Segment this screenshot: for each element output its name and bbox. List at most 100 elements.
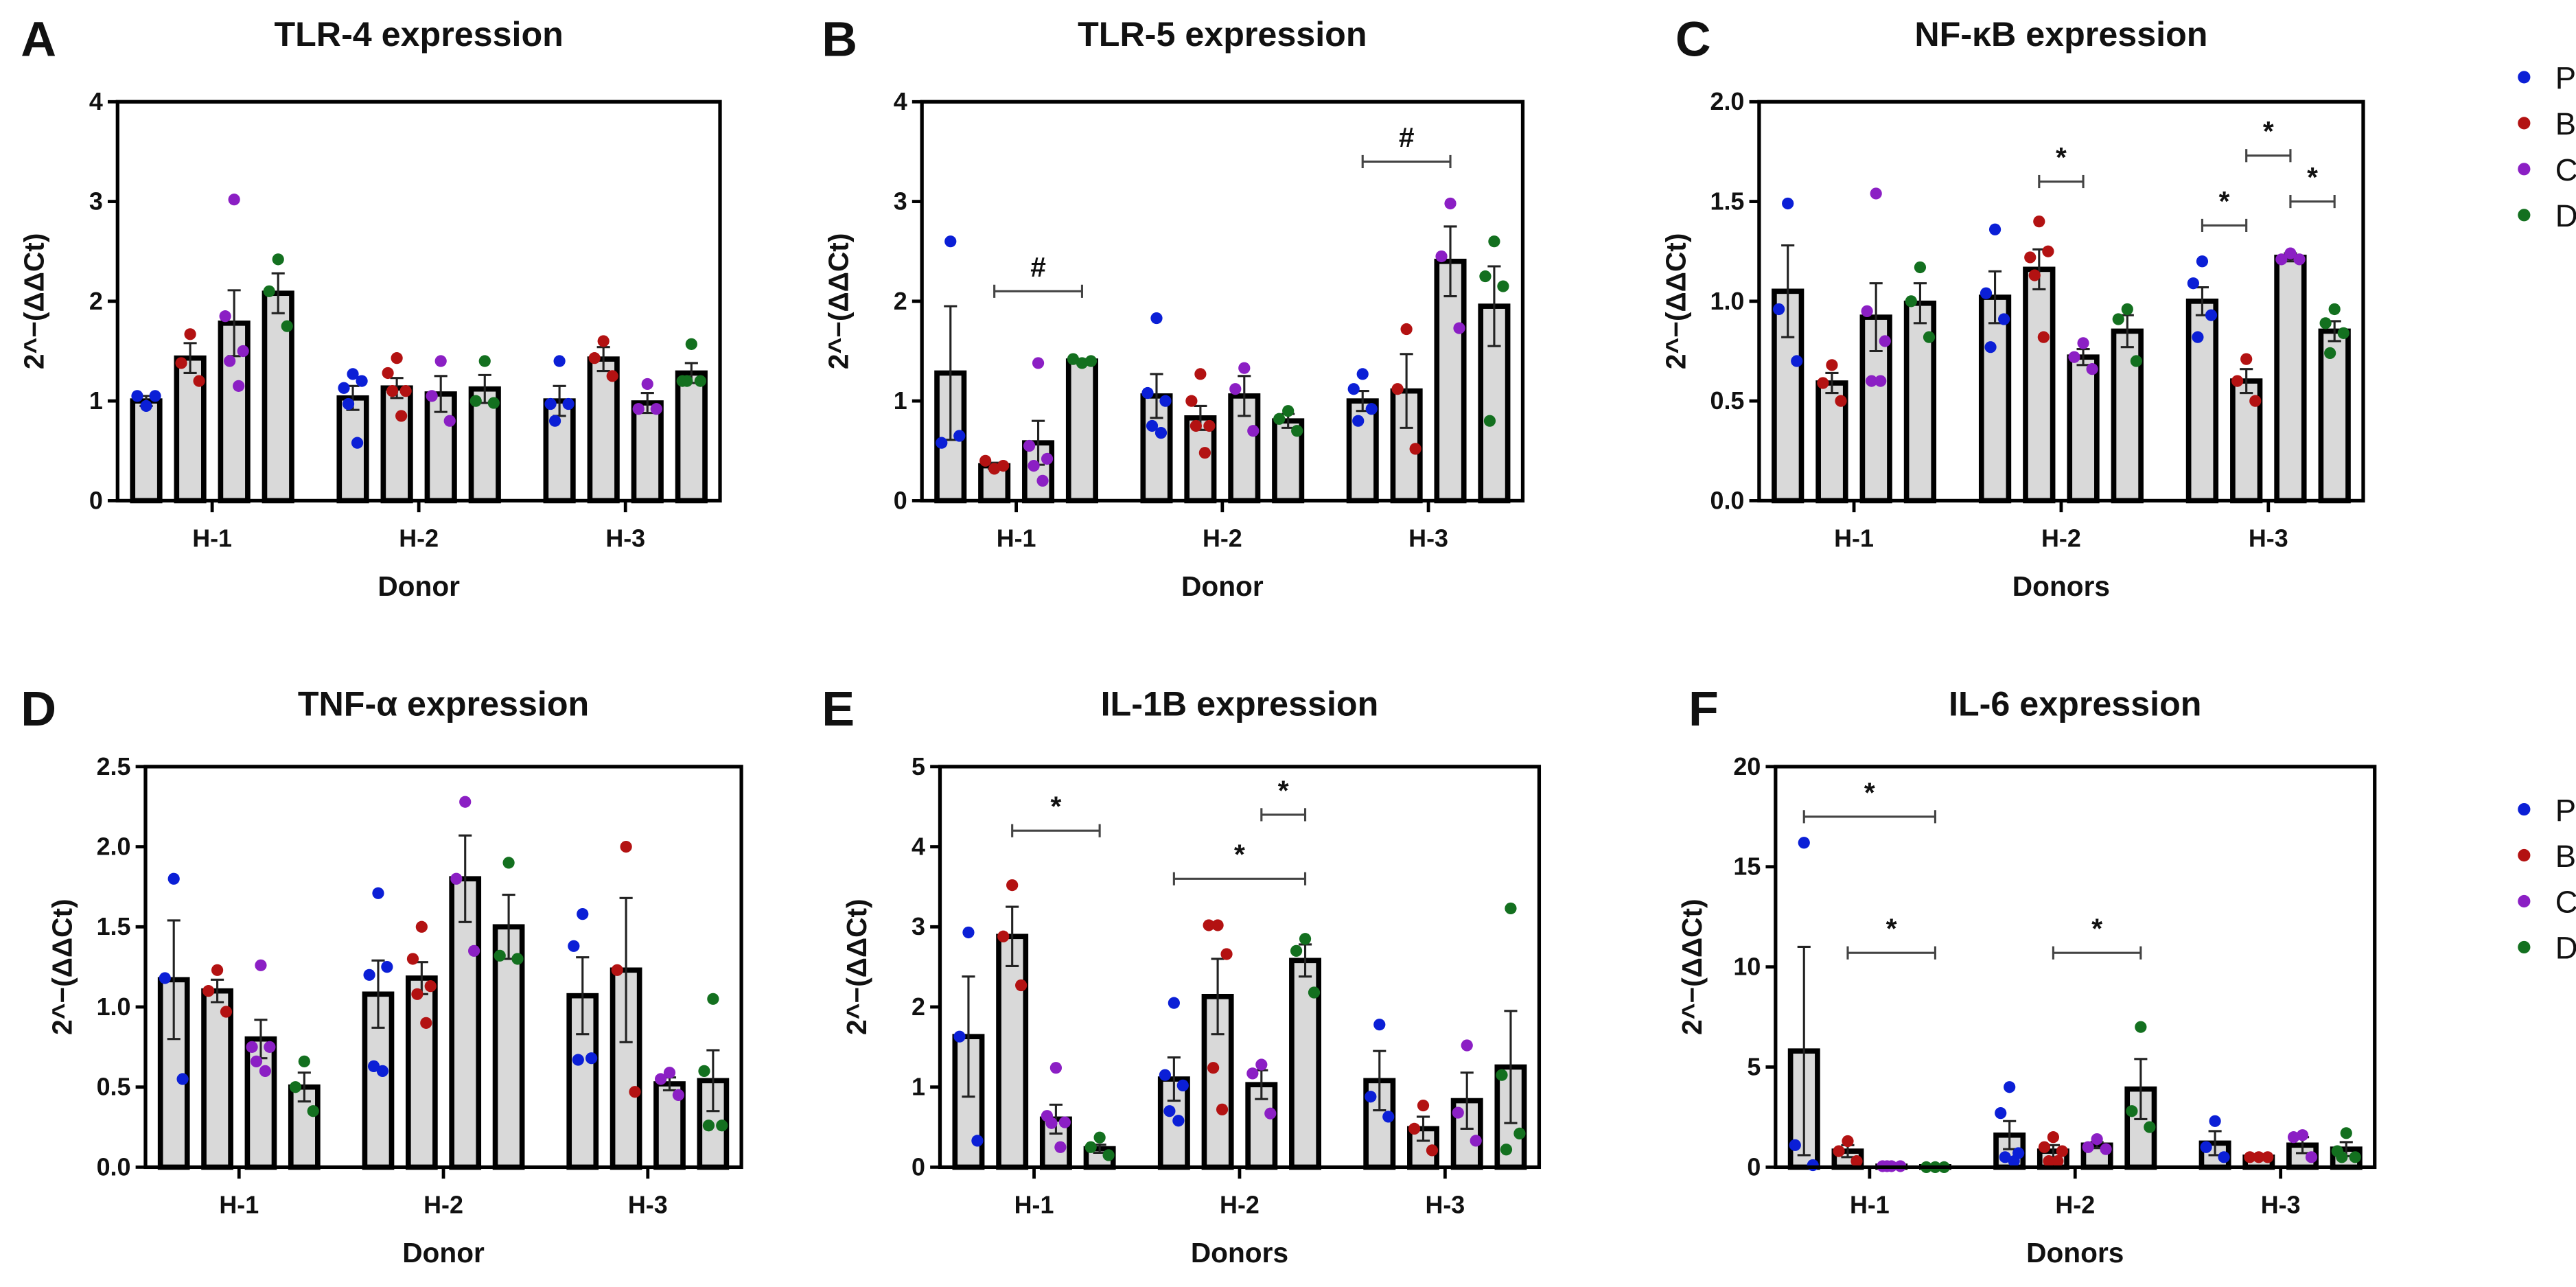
y-tick-label: 4 [89, 88, 103, 115]
data-point-D [1102, 1149, 1115, 1161]
x-axis-label: Donor [378, 570, 460, 602]
y-axis-label: 2^−(ΔΔCt) [1676, 898, 1708, 1034]
y-tick-label: 0 [894, 487, 907, 514]
data-point-C [1246, 1067, 1259, 1080]
y-tick-label: 1 [89, 387, 103, 415]
legend-marker-B [2518, 848, 2531, 862]
data-point-C [654, 1073, 667, 1085]
bar-H-2-P [1978, 294, 2012, 504]
data-point-C [2293, 253, 2306, 266]
data-point-B [395, 410, 408, 422]
plot-frame [143, 765, 743, 1170]
data-point-P [159, 972, 171, 984]
data-point-D [281, 320, 293, 332]
data-point-B [2037, 331, 2050, 343]
x-tick-label: H-3 [605, 524, 645, 552]
data-point-P [1980, 287, 1993, 299]
y-tick-label: 0.0 [1710, 487, 1745, 514]
data-point-B [1216, 1103, 1229, 1115]
data-point-C [1453, 322, 1465, 334]
data-point-B [1185, 395, 1198, 407]
data-point-D [2336, 1151, 2348, 1163]
bar-H-2-B [405, 975, 438, 1170]
x-axis-label: Donors [2012, 570, 2110, 602]
data-point-B [2024, 251, 2037, 264]
data-point-B [629, 1086, 641, 1098]
data-point-C [1054, 1141, 1067, 1153]
data-point-D [1505, 902, 1517, 915]
y-tick-label: 1.0 [1710, 288, 1745, 315]
data-point-C [1861, 305, 1873, 317]
data-point-P [1999, 1151, 2011, 1163]
data-point-D [307, 1105, 319, 1117]
bar-H-1-B [996, 934, 1029, 1170]
data-point-D [1500, 1144, 1513, 1156]
data-point-C [641, 378, 653, 391]
data-point-B [1400, 323, 1413, 336]
y-tick-label: 20 [1733, 753, 1761, 780]
data-point-P [2004, 1081, 2016, 1093]
y-axis-label: 2^−(ΔΔCt) [841, 898, 872, 1034]
legend-label-D: D [2555, 931, 2576, 966]
y-tick-label: 2 [912, 993, 925, 1021]
data-point-P [1163, 1105, 1176, 1117]
data-point-D [698, 1065, 710, 1077]
y-tick-label: 4 [894, 88, 907, 115]
data-point-D [2324, 347, 2336, 360]
x-axis-label: Donors [1191, 1237, 1288, 1268]
x-axis-label: Donor [402, 1237, 485, 1268]
data-point-P [1159, 395, 1172, 407]
data-point-B [1417, 1099, 1430, 1112]
data-point-B [1817, 377, 1829, 389]
data-point-P [372, 887, 384, 899]
data-point-B [1203, 919, 1215, 931]
y-tick-label: 2.0 [97, 833, 131, 861]
legend-label-P: P [2555, 60, 2576, 95]
data-point-D [685, 338, 697, 350]
data-point-D [511, 953, 524, 965]
data-point-P [1347, 383, 1360, 395]
data-point-P [2187, 277, 2199, 290]
data-point-P [2200, 1141, 2212, 1153]
data-point-P [1146, 419, 1159, 432]
bar-H-3-C [631, 400, 664, 504]
data-point-C [1045, 1117, 1058, 1129]
data-point-C [672, 1089, 684, 1101]
data-point-P [342, 397, 355, 410]
bar-H-3-P [2185, 299, 2219, 504]
data-point-B [420, 1017, 432, 1029]
data-point-B [1006, 879, 1019, 892]
x-tick-label: H-2 [1220, 1191, 1260, 1218]
x-tick-label: H-2 [423, 1191, 463, 1218]
data-point-B [1211, 919, 1224, 931]
data-point-B [2028, 269, 2041, 281]
data-point-D [289, 1081, 302, 1093]
data-point-P [1154, 427, 1168, 439]
data-point-D [487, 397, 500, 409]
y-axis-label: 2^−(ΔΔCt) [1660, 233, 1691, 369]
y-tick-label: 1.5 [1710, 188, 1745, 216]
data-point-D [716, 1120, 728, 1132]
data-point-B [620, 840, 632, 853]
x-axis-label: Donors [2026, 1237, 2124, 1268]
chart-title: TLR-4 expression [274, 15, 563, 54]
data-point-C [1435, 250, 1448, 263]
y-tick-label: 4 [912, 833, 925, 861]
panel-b: B TLR-5 expression Donor 2^−(ΔΔCt) 0 1 2 3 4 H-1 H… [822, 12, 1525, 602]
y-tick-label: 2.0 [1710, 88, 1745, 115]
data-point-C [443, 415, 456, 427]
data-point-B [1842, 1135, 1854, 1148]
data-point-D [1299, 933, 1312, 945]
panel-letter: B [822, 12, 857, 67]
x-tick-label: H-3 [2249, 524, 2288, 552]
data-point-D [1923, 331, 1936, 343]
data-point-D [1497, 280, 1509, 292]
panel-a: A TLR-4 expression Donor 2^−(ΔΔCt) 0 1 2 3 4 H-1 H… [19, 12, 722, 602]
data-point-P [1984, 341, 1997, 353]
legend-marker-C [2518, 163, 2531, 176]
data-point-C [468, 944, 480, 957]
data-point-C [250, 1055, 263, 1067]
data-point-C [1238, 362, 1251, 374]
data-point-P [962, 926, 975, 939]
